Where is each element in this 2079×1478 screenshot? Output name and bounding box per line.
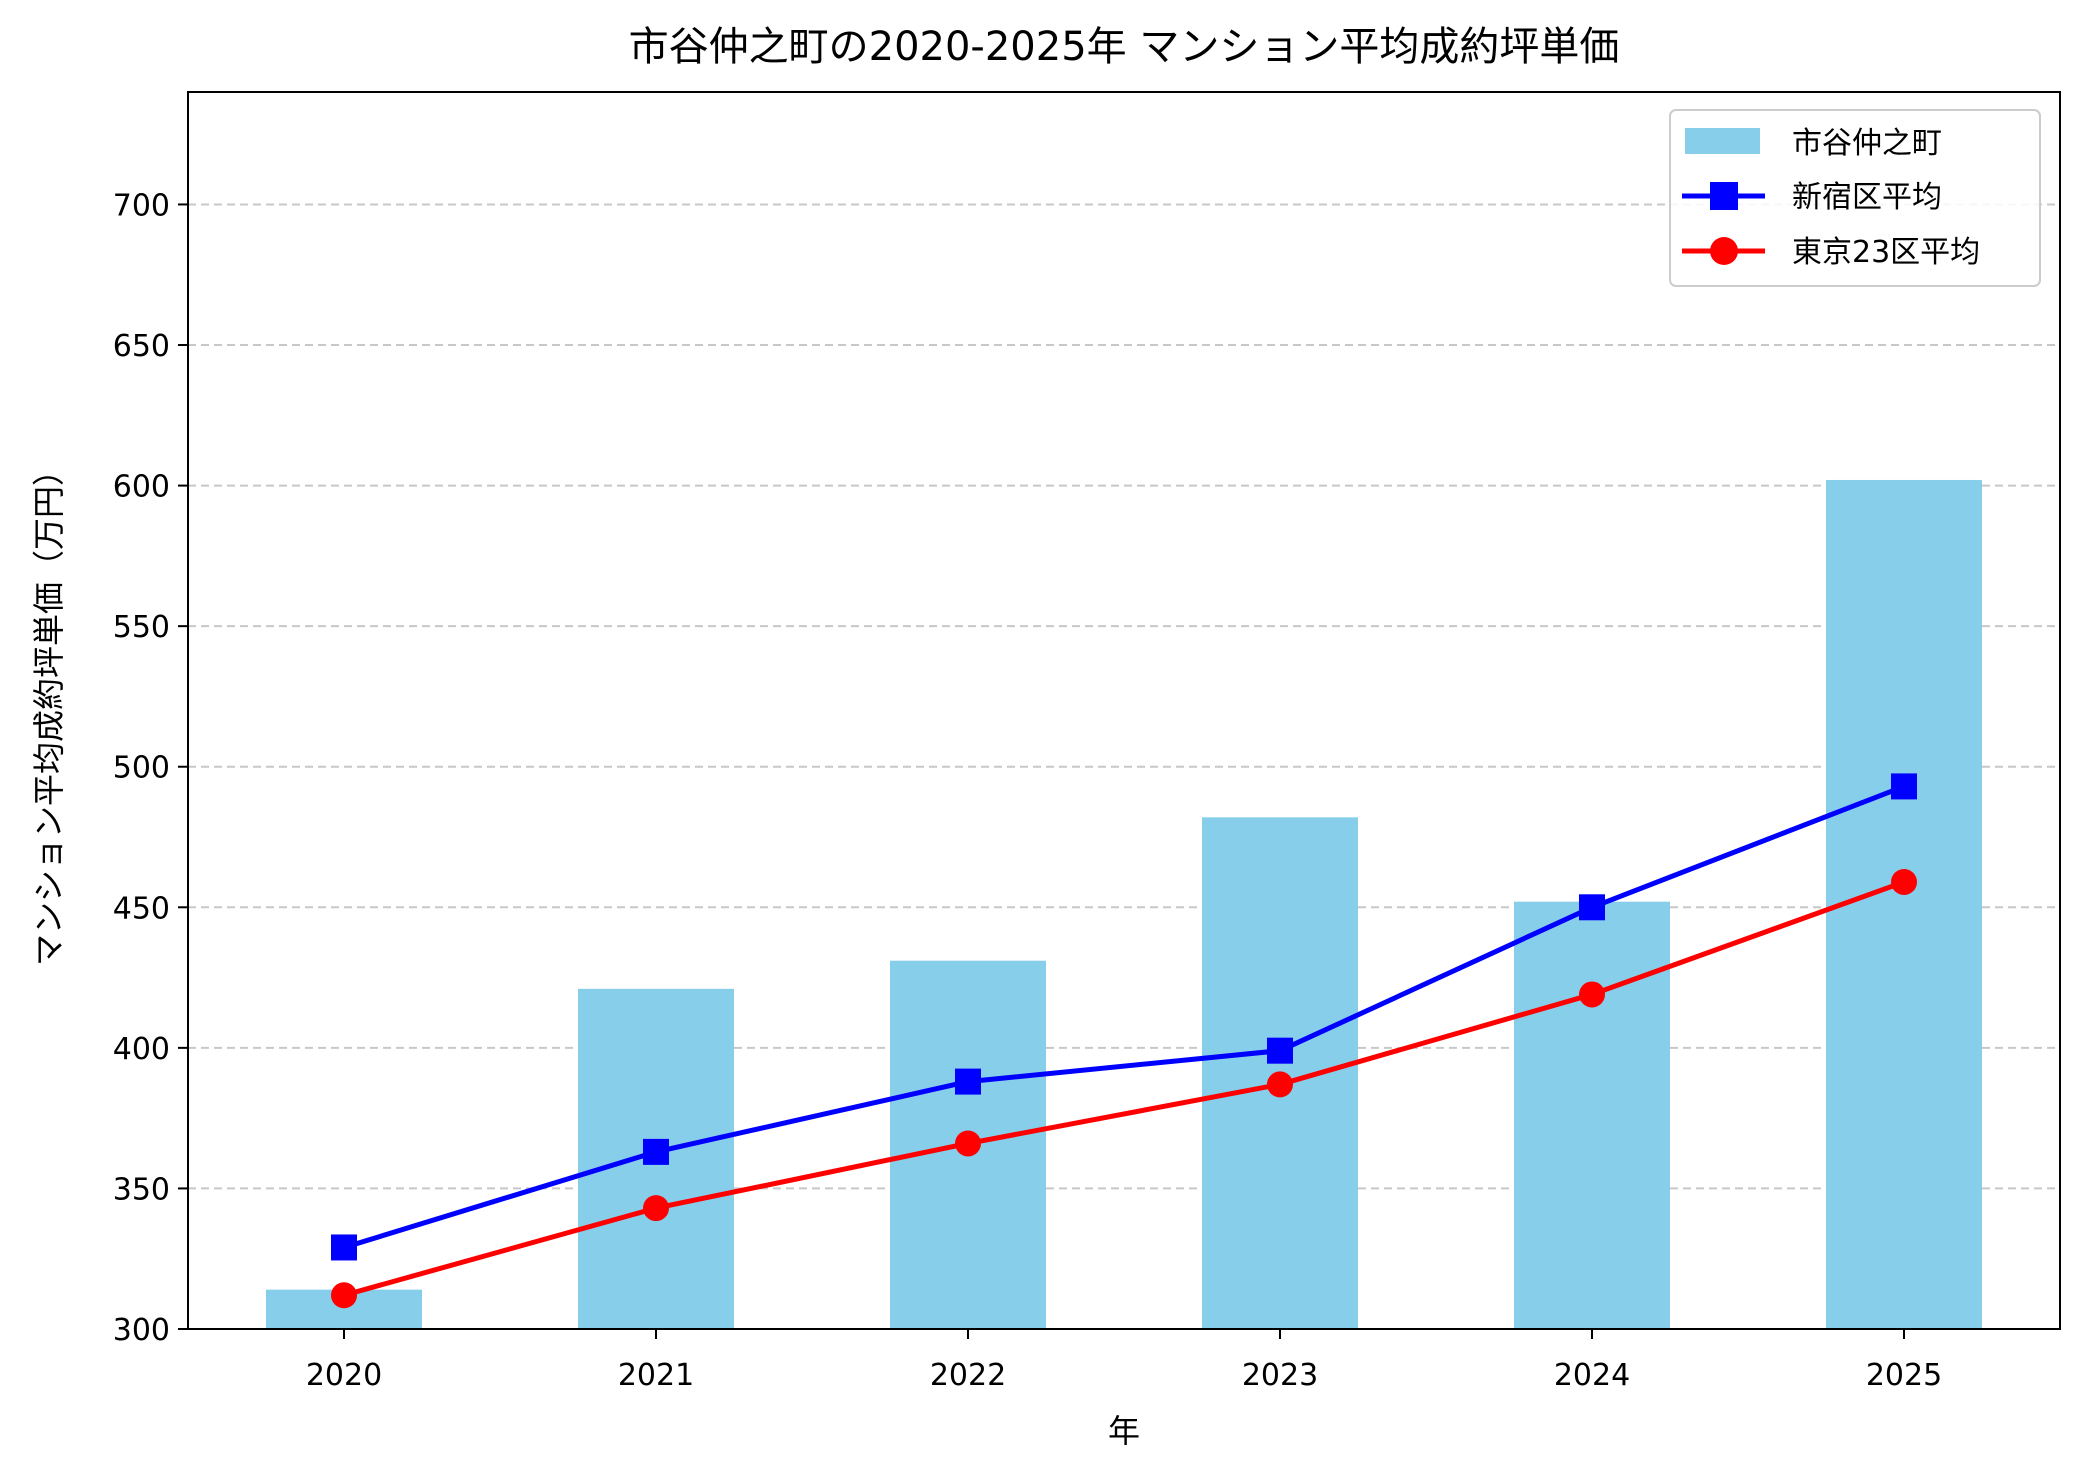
legend-marker-square bbox=[1710, 182, 1738, 210]
bar bbox=[1826, 479, 1982, 1330]
x-axis: 2020 2021 2022 2023 2024 2025 bbox=[306, 1329, 1942, 1393]
grid bbox=[188, 203, 2060, 1190]
y-tick-label: 700 bbox=[113, 188, 170, 223]
y-axis-label: マンション平均成約坪単価（万円） bbox=[30, 454, 68, 966]
legend-label: 東京23区平均 bbox=[1792, 235, 1980, 270]
legend-swatch-bar bbox=[1685, 128, 1760, 154]
marker-square bbox=[955, 1068, 981, 1095]
marker-circle bbox=[331, 1282, 357, 1309]
x-tick-label: 2022 bbox=[930, 1358, 1006, 1393]
marker-circle bbox=[1579, 981, 1605, 1008]
y-tick-label: 400 bbox=[113, 1032, 170, 1067]
x-tick-label: 2020 bbox=[306, 1358, 382, 1393]
y-tick-label: 600 bbox=[113, 470, 170, 505]
y-tick-label: 300 bbox=[113, 1313, 170, 1348]
legend: 市谷仲之町 新宿区平均 東京23区平均 bbox=[1669, 109, 2041, 287]
y-tick-label: 500 bbox=[113, 751, 170, 786]
y-tick-label: 550 bbox=[113, 610, 170, 645]
bar bbox=[1514, 901, 1670, 1329]
x-tick-label: 2024 bbox=[1554, 1358, 1630, 1393]
chart-title: 市谷仲之町の2020-2025年 マンション平均成約坪単価 bbox=[629, 24, 1620, 70]
marker-circle bbox=[955, 1130, 981, 1157]
plot-frame bbox=[187, 91, 2061, 1330]
x-tick-label: 2023 bbox=[1242, 1358, 1318, 1393]
y-tick-label: 350 bbox=[113, 1172, 170, 1207]
series-line bbox=[343, 879, 1905, 1298]
legend-label: 市谷仲之町 bbox=[1792, 126, 1942, 161]
legend-label: 新宿区平均 bbox=[1792, 180, 1942, 215]
marker-square bbox=[1579, 894, 1605, 921]
marker-circle bbox=[1267, 1071, 1293, 1098]
legend-box bbox=[1669, 109, 2041, 287]
y-tick-label: 650 bbox=[113, 329, 170, 364]
marker-square bbox=[331, 1234, 357, 1261]
x-tick-label: 2021 bbox=[618, 1358, 694, 1393]
y-tick-label: 450 bbox=[113, 891, 170, 926]
marker-square bbox=[1267, 1037, 1293, 1064]
marker-square bbox=[643, 1138, 669, 1165]
y-axis: 300 350 400 450 500 550 600 650 700 bbox=[113, 188, 188, 1348]
bars bbox=[266, 479, 1982, 1330]
legend-marker-circle bbox=[1710, 237, 1738, 265]
x-tick-label: 2025 bbox=[1866, 1358, 1942, 1393]
marker-circle bbox=[643, 1195, 669, 1222]
marker-square bbox=[1891, 773, 1917, 800]
series-line bbox=[343, 784, 1905, 1250]
lines bbox=[331, 773, 1917, 1309]
x-axis-label: 年 bbox=[1108, 1412, 1140, 1450]
marker-circle bbox=[1891, 868, 1917, 895]
